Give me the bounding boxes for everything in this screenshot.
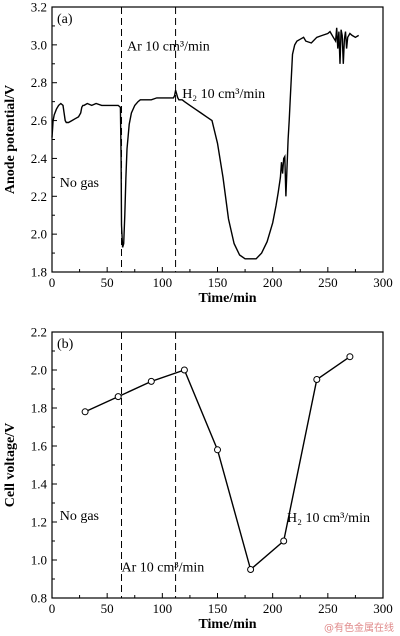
chart-1-y-tick-label: 1.0 — [31, 553, 47, 568]
chart-1-x-tick-label: 100 — [153, 601, 173, 616]
chart-1-x-tick-label: 150 — [208, 601, 228, 616]
chart-1-panel-label: (b) — [57, 337, 74, 352]
chart-1-data-point — [147, 377, 155, 385]
chart-1-annotation: Ar 10 cm³/min — [122, 560, 205, 575]
chart-1-y-axis-title: Cell voltage/V — [3, 423, 18, 507]
chart-1-annotation: No gas — [60, 509, 99, 524]
chart-0-y-tick-label: 1.8 — [31, 265, 47, 280]
chart-0-y-tick-label: 3.0 — [31, 37, 47, 52]
chart-1-y-tick-label: 1.2 — [31, 515, 47, 530]
chart-0-y-axis-title: Anode potential/V — [3, 85, 18, 194]
chart-0-x-tick-label: 0 — [49, 275, 56, 290]
chart-0-annotation: No gas — [60, 176, 99, 191]
chart-1-data-point — [114, 393, 122, 401]
chart-0-annotation: Ar 10 cm³/min — [127, 40, 210, 55]
chart-0-x-tick-label: 200 — [263, 275, 283, 290]
panel-a-anode-potential: 0 50 100 150 200 250 300 1.8 2.0 2.2 2.4 2.6 2.8 3.0 3… — [3, 0, 393, 306]
chart-1-data-point — [313, 376, 321, 383]
chart-0-y-tick-label: 2.2 — [31, 189, 47, 204]
chart-1-y-tick-label: 1.4 — [31, 477, 48, 492]
chart-1-y-tick-label: 2.0 — [31, 363, 47, 378]
chart-0-x-axis-title: Time/min — [198, 291, 256, 306]
chart-1-series-line — [84, 356, 351, 571]
chart-0-x-tick-label: 250 — [318, 275, 338, 290]
chart-1-x-tick-label: 300 — [373, 601, 393, 616]
chart-0-x-tick-label: 300 — [373, 275, 393, 290]
chart-0-x-tick-label: 100 — [153, 275, 173, 290]
chart-1-y-tick-label: 1.6 — [31, 439, 48, 454]
chart-1-x-tick-label: 50 — [101, 601, 114, 616]
chart-1-data-point — [214, 446, 221, 454]
chart-0-y-tick-label: 3.2 — [31, 0, 47, 15]
chart-1-y-tick-label: 0.8 — [31, 591, 47, 606]
chart-0-x-tick-label: 50 — [101, 275, 114, 290]
watermark-text: @有色金属在线 — [324, 623, 394, 634]
chart-1-x-tick-label: 250 — [318, 601, 338, 616]
chart-0-y-tick-label: 2.4 — [31, 151, 48, 166]
chart-0-panel-label: (a) — [57, 12, 73, 27]
chart-1-data-point — [81, 408, 89, 416]
chart-0-y-tick-label: 2.0 — [31, 227, 47, 242]
chart-1-data-point — [180, 366, 188, 374]
chart-1-x-tick-label: 200 — [263, 601, 283, 616]
chart-1-data-point — [346, 353, 354, 361]
chart-0-y-tick-label: 2.6 — [31, 113, 48, 128]
chart-0-y-tick-label: 2.8 — [31, 75, 47, 90]
chart-1-data-point — [247, 566, 255, 573]
chart-1-data-point — [280, 537, 288, 545]
chart-1-plot-frame — [51, 331, 384, 599]
chart-0-series-line — [51, 27, 360, 260]
chart-1-x-axis-title: Time/min — [198, 617, 256, 632]
panel-b-cell-voltage: 0 50 100 150 200 250 300 0.8 1.0 1.2 1.4 1.6 1.8 2.0 2… — [3, 325, 393, 633]
chart-0-plot-frame — [51, 6, 384, 273]
chart-1-annotation: H₂ 10 cm³/min — [287, 511, 370, 526]
chart-0-annotation: H₂ 10 cm³/min — [182, 87, 265, 102]
chart-0-x-tick-label: 150 — [208, 275, 228, 290]
chart-1-x-tick-label: 0 — [49, 601, 56, 616]
chart-1-y-tick-label: 1.8 — [31, 401, 47, 416]
chart-1-y-tick-label: 2.2 — [31, 325, 47, 340]
